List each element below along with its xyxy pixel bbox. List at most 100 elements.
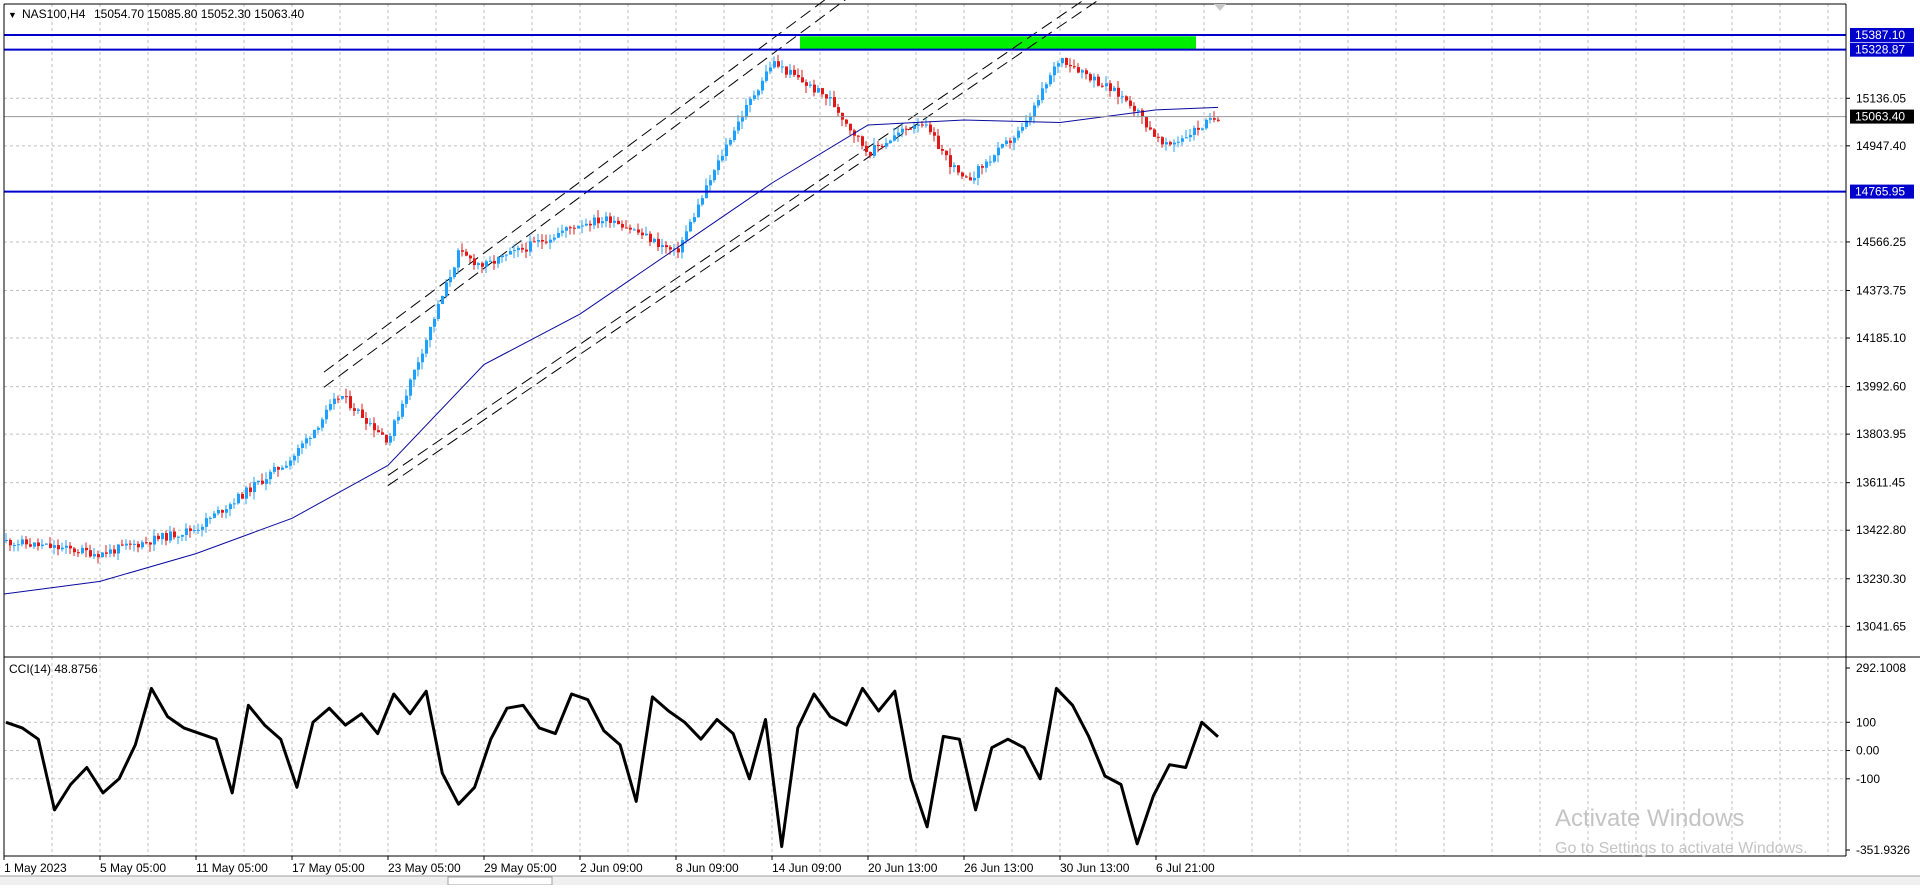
bear-candle[interactable] (793, 69, 796, 75)
bear-candle[interactable] (837, 107, 840, 113)
price-level-tag[interactable] (1850, 27, 1914, 42)
bull-candle[interactable] (685, 231, 688, 241)
bull-candle[interactable] (401, 403, 404, 417)
bear-candle[interactable] (1069, 64, 1072, 67)
bear-candle[interactable] (669, 247, 672, 250)
bear-candle[interactable] (521, 247, 524, 250)
bear-candle[interactable] (609, 216, 612, 223)
bear-candle[interactable] (961, 172, 964, 177)
bull-candle[interactable] (977, 166, 980, 178)
bear-candle[interactable] (361, 409, 364, 418)
bear-candle[interactable] (1133, 105, 1136, 112)
bear-candle[interactable] (129, 543, 132, 545)
bear-candle[interactable] (1217, 119, 1220, 121)
bull-candle[interactable] (1013, 137, 1016, 143)
bull-candle[interactable] (297, 447, 300, 456)
bear-candle[interactable] (541, 240, 544, 242)
bear-candle[interactable] (821, 88, 824, 95)
bull-candle[interactable] (305, 438, 308, 444)
bull-candle[interactable] (997, 147, 1000, 156)
bear-candle[interactable] (1101, 85, 1104, 87)
bull-candle[interactable] (781, 66, 784, 68)
bear-candle[interactable] (1145, 116, 1148, 128)
bear-candle[interactable] (25, 539, 28, 545)
bull-candle[interactable] (1041, 88, 1044, 101)
bull-candle[interactable] (485, 261, 488, 267)
bull-candle[interactable] (1053, 66, 1056, 76)
bull-candle[interactable] (237, 493, 240, 504)
bull-candle[interactable] (1021, 126, 1024, 131)
bear-candle[interactable] (73, 548, 76, 553)
bear-candle[interactable] (981, 166, 984, 168)
bear-candle[interactable] (921, 124, 924, 126)
bull-candle[interactable] (577, 225, 580, 229)
bear-candle[interactable] (157, 535, 160, 540)
bear-candle[interactable] (649, 233, 652, 243)
bull-candle[interactable] (973, 177, 976, 181)
bull-candle[interactable] (661, 245, 664, 248)
bull-candle[interactable] (721, 156, 724, 161)
bull-candle[interactable] (769, 67, 772, 72)
bull-candle[interactable] (693, 217, 696, 222)
bull-candle[interactable] (1045, 84, 1048, 89)
bull-candle[interactable] (169, 531, 172, 541)
bull-candle[interactable] (1017, 130, 1020, 138)
bull-candle[interactable] (405, 395, 408, 404)
bear-candle[interactable] (969, 177, 972, 181)
bear-candle[interactable] (461, 250, 464, 252)
bull-candle[interactable] (109, 549, 112, 554)
bull-candle[interactable] (529, 241, 532, 252)
bear-candle[interactable] (9, 539, 12, 546)
bull-candle[interactable] (925, 124, 928, 126)
bull-candle[interactable] (897, 132, 900, 136)
bear-candle[interactable] (373, 423, 376, 431)
bull-candle[interactable] (917, 124, 920, 126)
bear-candle[interactable] (1089, 74, 1092, 81)
bull-candle[interactable] (441, 295, 444, 305)
bull-candle[interactable] (1189, 134, 1192, 138)
bull-candle[interactable] (53, 545, 56, 548)
bull-candle[interactable] (633, 229, 636, 231)
bear-candle[interactable] (677, 248, 680, 253)
bear-candle[interactable] (945, 150, 948, 156)
bull-candle[interactable] (673, 248, 676, 250)
bear-candle[interactable] (353, 408, 356, 411)
bear-candle[interactable] (29, 544, 32, 547)
bear-candle[interactable] (805, 82, 808, 86)
bull-candle[interactable] (445, 282, 448, 296)
bull-candle[interactable] (809, 84, 812, 86)
price-level-tag[interactable] (1850, 184, 1914, 199)
bull-candle[interactable] (1193, 127, 1196, 135)
bear-candle[interactable] (525, 249, 528, 252)
bull-candle[interactable] (1173, 142, 1176, 145)
bear-candle[interactable] (1073, 66, 1076, 68)
bull-candle[interactable] (701, 198, 704, 205)
bear-candle[interactable] (845, 119, 848, 124)
bear-candle[interactable] (465, 251, 468, 256)
bull-candle[interactable] (585, 223, 588, 226)
chart-shift-marker-icon[interactable] (1214, 4, 1226, 11)
bull-candle[interactable] (325, 409, 328, 420)
bull-candle[interactable] (773, 61, 776, 68)
bull-candle[interactable] (333, 398, 336, 405)
bull-candle[interactable] (509, 251, 512, 255)
bull-candle[interactable] (1185, 137, 1188, 139)
bull-candle[interactable] (181, 535, 184, 537)
bull-candle[interactable] (1005, 140, 1008, 145)
bear-candle[interactable] (861, 136, 864, 146)
bear-candle[interactable] (1141, 110, 1144, 117)
bear-candle[interactable] (1197, 127, 1200, 130)
bull-candle[interactable] (1025, 120, 1028, 127)
bull-candle[interactable] (613, 220, 616, 223)
bull-candle[interactable] (213, 513, 216, 518)
bull-candle[interactable] (321, 419, 324, 428)
bear-candle[interactable] (937, 135, 940, 150)
bull-candle[interactable] (1181, 138, 1184, 142)
bull-candle[interactable] (133, 543, 136, 545)
bull-candle[interactable] (233, 503, 236, 505)
bear-candle[interactable] (621, 224, 624, 228)
bull-candle[interactable] (205, 518, 208, 527)
bear-candle[interactable] (149, 542, 152, 545)
bear-candle[interactable] (641, 232, 644, 236)
